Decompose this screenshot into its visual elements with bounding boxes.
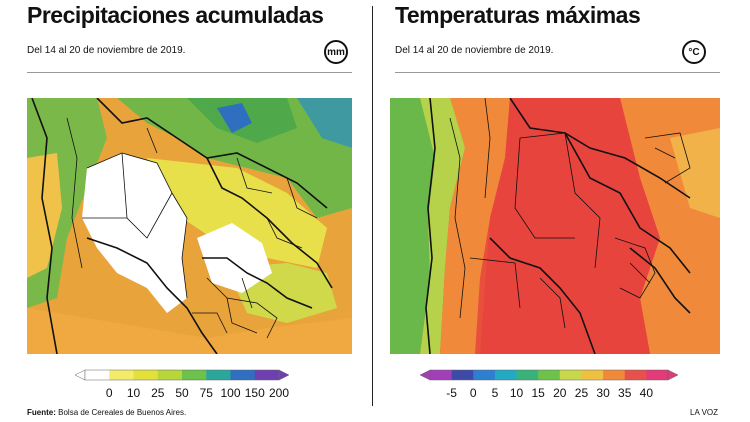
precip-legend-outline	[84, 369, 280, 381]
temperature-panel: Temperaturas máximas Del 14 al 20 de nov…	[378, 0, 750, 422]
precip-legend-bar	[75, 369, 290, 381]
panel-divider	[372, 6, 373, 406]
precip-map	[27, 98, 352, 354]
temp-legend-outline	[429, 369, 669, 381]
temperature-map	[390, 98, 720, 354]
precip-legend-swatch	[85, 370, 110, 380]
temp-legend-swatch	[603, 370, 626, 380]
temp-legend-tick-label: -5	[446, 386, 457, 400]
precip-legend-tick-label: 200	[269, 386, 289, 400]
temp-divider-rule	[395, 72, 720, 73]
precip-legend-tick-label: 50	[175, 386, 189, 400]
temp-legend-arrow-high	[667, 369, 679, 381]
temp-legend-tick-label: 5	[492, 386, 499, 400]
precip-legend: 0 10 25 50 75 100 150 200	[75, 369, 290, 400]
precip-legend-swatch	[254, 370, 280, 380]
temp-subtitle: Del 14 al 20 de noviembre de 2019.	[395, 45, 554, 56]
temp-legend-tick-label: 25	[575, 386, 589, 400]
temp-legend-swatch	[646, 370, 669, 380]
precip-legend-tick-label: 0	[106, 386, 113, 400]
precip-legend-swatch	[157, 370, 183, 380]
precip-legend-swatch	[109, 370, 134, 380]
temp-legend-bar	[420, 369, 679, 381]
temp-legend-swatch	[516, 370, 539, 380]
source-label: Fuente:	[27, 408, 56, 417]
precip-legend-swatch	[230, 370, 256, 380]
precipitation-panel: Precipitaciones acumuladas Del 14 al 20 …	[0, 0, 370, 422]
temp-legend-ticks: -5 0 5 10 15 20 25 30 35 40	[446, 386, 653, 400]
precip-legend-tick-label: 100	[220, 386, 240, 400]
temp-legend-tick-label: 35	[618, 386, 632, 400]
temp-legend-tick-label: 0	[470, 386, 477, 400]
temp-legend-tick-label: 15	[532, 386, 546, 400]
temp-legend-tick-label: 10	[510, 386, 524, 400]
temp-legend-tick-label: 30	[596, 386, 610, 400]
precip-legend-arrow-low	[75, 369, 86, 381]
precip-subtitle: Del 14 al 20 de noviembre de 2019.	[27, 45, 186, 56]
temp-legend-tick-label: 40	[640, 386, 654, 400]
precip-legend-arrow-high	[278, 369, 290, 381]
precip-legend-tick-label: 75	[200, 386, 214, 400]
temp-legend-swatch	[473, 370, 496, 380]
precip-title: Precipitaciones acumuladas	[27, 2, 324, 28]
source-text: Bolsa de Cereales de Buenos Aires.	[58, 408, 187, 417]
precip-legend-tick-label: 10	[127, 386, 141, 400]
temp-legend-swatch	[581, 370, 604, 380]
temp-legend-swatch	[451, 370, 474, 380]
precip-legend-swatch	[133, 370, 159, 380]
temp-legend-swatch	[494, 370, 518, 380]
temp-legend: -5 0 5 10 15 20 25 30 35 40	[420, 369, 679, 400]
precip-divider-rule	[27, 72, 352, 73]
temp-legend-swatch	[559, 370, 582, 380]
precip-legend-tick-label: 150	[245, 386, 265, 400]
precip-unit-badge: mm	[324, 40, 348, 64]
precip-legend-ticks: 0 10 25 50 75 100 150 200	[106, 386, 289, 400]
temp-legend-arrow-low	[420, 369, 431, 381]
temp-legend-swatch	[624, 370, 647, 380]
precip-legend-tick-label: 25	[151, 386, 165, 400]
temp-unit-badge: °C	[682, 40, 706, 64]
temp-legend-swatch	[430, 370, 453, 380]
precip-legend-swatch	[182, 370, 207, 380]
source-note: Fuente: Bolsa de Cereales de Buenos Aire…	[27, 408, 186, 417]
precip-legend-swatch	[206, 370, 231, 380]
temp-legend-tick-label: 20	[553, 386, 567, 400]
credit-label: LA VOZ	[690, 408, 719, 417]
temp-title: Temperaturas máximas	[395, 2, 641, 28]
temp-legend-swatch	[538, 370, 561, 380]
